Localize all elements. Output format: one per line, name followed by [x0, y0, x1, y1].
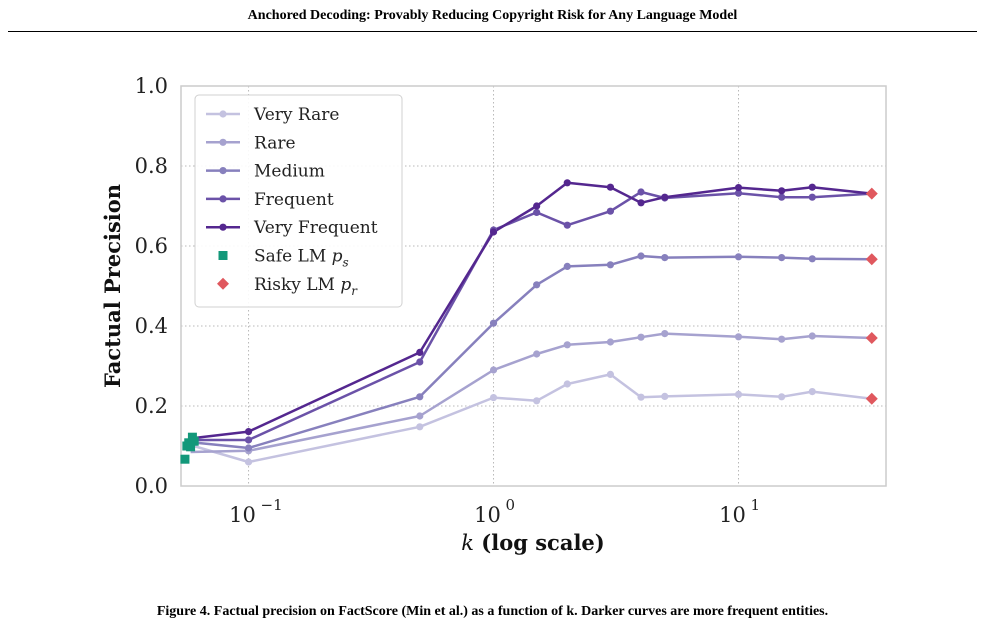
series-line-0 [186, 373, 872, 464]
figure-caption: Figure 4. Factual precision on FactScore… [156, 604, 829, 619]
series-point [808, 193, 816, 201]
series-point [637, 393, 645, 401]
x-tick-labels: 10 −1 10 0 10 1 [229, 496, 760, 527]
legend-box [194, 94, 403, 308]
series-point [606, 370, 615, 378]
risky-lm-point [865, 332, 878, 344]
x-tick-label: 10 [719, 503, 746, 527]
plot-frame [180, 85, 887, 487]
header-rule [8, 31, 977, 32]
series-point [637, 199, 645, 207]
series-point [533, 208, 541, 216]
y-tick-label: 0.8 [135, 154, 168, 178]
legend-label: Medium [254, 162, 325, 182]
legend-marker-3 [219, 195, 227, 203]
series-point [563, 179, 571, 187]
risky-lm-point [865, 392, 878, 405]
x-tick-exponent: 0 [506, 496, 516, 514]
series-point [533, 281, 541, 289]
legend-marker-1 [219, 138, 227, 146]
series-point [661, 392, 669, 400]
legend-label: Very Frequent [253, 218, 378, 238]
legend: Very Rare Rare Medium Frequent Very Frequent… [194, 94, 403, 308]
legend-label-risky: Risky LM pr [254, 275, 358, 298]
safe-lm-point [180, 454, 190, 464]
legend-safe-marker [218, 251, 228, 260]
risky-lm-point [865, 253, 878, 266]
series-point [416, 358, 424, 366]
y-tick-label: 0.0 [135, 474, 168, 498]
series-point [808, 255, 816, 263]
y-tick-label: 0.2 [135, 394, 168, 418]
legend-risky-marker [217, 277, 229, 290]
safe-lm-point [189, 436, 199, 446]
series-point [489, 228, 498, 236]
legend-marker-4 [219, 223, 227, 231]
legend-label: Frequent [254, 190, 334, 210]
series-point [637, 252, 645, 260]
series-point [734, 189, 743, 197]
series-point [533, 202, 541, 210]
y-tick-label: 0.4 [135, 314, 168, 338]
series-point [563, 380, 571, 388]
series-point [416, 412, 424, 420]
series-point [563, 262, 571, 270]
series-point [661, 254, 669, 262]
series-point [244, 428, 253, 436]
series-point [416, 423, 424, 431]
x-tick-exponent: 1 [751, 496, 761, 514]
legend-label: Very Rare [253, 105, 339, 125]
x-tick-label: 10 [474, 503, 501, 527]
series-point [563, 221, 571, 229]
series-point [244, 458, 253, 466]
x-axis-label: k (log scale) [461, 530, 604, 555]
series-point [637, 188, 645, 196]
series-point [489, 394, 498, 402]
series-point [533, 397, 541, 405]
series-point [778, 393, 786, 401]
legend-label: Rare [254, 133, 296, 153]
series-point [734, 390, 743, 398]
series-point [808, 388, 816, 396]
risky-lm-point [865, 187, 878, 200]
series-point [734, 184, 743, 192]
series-point [489, 366, 498, 374]
series-point [778, 193, 786, 201]
data-markers [180, 179, 878, 466]
series-point [808, 183, 816, 191]
series-point [606, 183, 615, 191]
series-point [734, 333, 743, 341]
y-tick-label: 0.6 [135, 234, 168, 258]
y-tick-labels: 0.0 0.2 0.4 0.6 0.8 1.0 [135, 74, 168, 498]
series-point [533, 350, 541, 358]
series-point [606, 261, 615, 269]
series-point [563, 341, 571, 349]
series-point [778, 187, 786, 195]
series-point [661, 330, 669, 338]
series-point [778, 254, 786, 262]
series-point [734, 253, 743, 261]
series-point [808, 332, 816, 340]
y-tick-label: 1.0 [135, 74, 168, 98]
legend-label-safe: Safe LM ps [254, 247, 349, 270]
series-point [778, 335, 786, 343]
legend-marker-2 [219, 167, 227, 175]
series-point [606, 207, 615, 215]
series-point [661, 193, 669, 201]
series-point [606, 338, 615, 346]
series-point [244, 444, 253, 452]
series-point [637, 333, 645, 341]
paper-header-title: Anchored Decoding: Provably Reducing Cop… [247, 8, 738, 23]
safe-lm-point [186, 442, 196, 452]
y-axis-label: Factual Precision [100, 184, 125, 388]
x-tick-label: 10 [229, 503, 256, 527]
x-tick-exponent: −1 [261, 496, 283, 514]
series-point [416, 348, 424, 356]
legend-marker-0 [219, 110, 227, 118]
series-point [489, 319, 498, 327]
series-point [416, 393, 424, 401]
series-point [244, 436, 253, 444]
